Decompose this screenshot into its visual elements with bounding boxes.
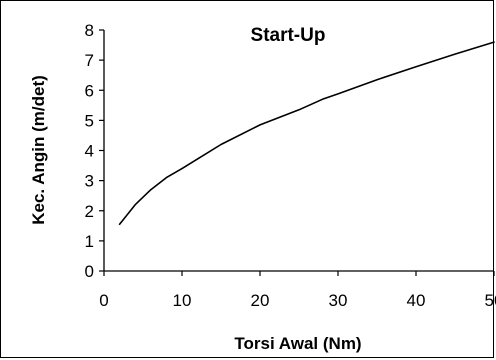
y-tick-label: 4 [85,142,94,161]
x-tick-label: 30 [329,291,348,310]
y-axis-title: Kec. Angin (m/det) [29,75,48,225]
chart-title: Start-Up [251,25,326,46]
x-tick-label: 20 [251,291,270,310]
x-tick-label: 50 [485,291,496,310]
x-tick-label: 10 [173,291,192,310]
y-tick-label: 2 [85,202,94,221]
series-line [118,41,495,226]
y-tick-label: 3 [85,172,94,191]
plot-area [118,41,495,226]
axis-ticks: 0 1 2 3 4 5 6 7 8 0 10 20 30 40 50 [85,21,496,310]
y-tick-label: 1 [85,232,94,251]
y-tick-label: 0 [85,262,94,281]
x-axis-title: Torsi Awal (Nm) [234,334,361,353]
y-tick-label: 6 [85,81,94,100]
y-tick-label: 7 [85,51,94,70]
x-tick-label: 40 [407,291,426,310]
x-tick-label: 0 [99,291,108,310]
y-tick-label: 8 [85,21,94,40]
y-tick-label: 5 [85,111,94,130]
